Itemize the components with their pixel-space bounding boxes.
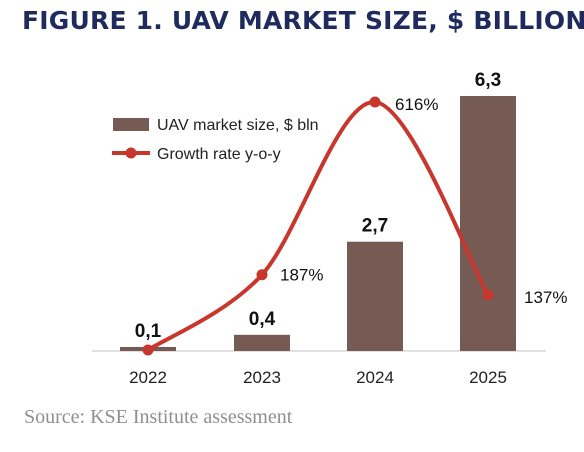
bar-value-label-2025: 6,3 (475, 70, 501, 91)
bar-value-label-2022: 0,1 (135, 321, 162, 342)
legend-label-market-size: UAV market size, $ bln (157, 117, 319, 134)
legend-bar-swatch (113, 118, 149, 131)
growth-rate-line (146, 99, 490, 352)
growth-rate-label-2024: 616% (395, 95, 438, 114)
bar-value-label-2023: 0,4 (249, 309, 276, 330)
growth-rate-point-2025 (482, 289, 494, 301)
x-tick-label-2024: 2024 (356, 368, 394, 387)
legend-line-marker (125, 147, 137, 159)
x-tick-label-2022: 2022 (129, 368, 167, 387)
chart: 0,1 0,4 2,7 6,3 2022 2023 2024 2025 187% 616% 137%… (92, 70, 567, 387)
bar-value-label-2024: 2,7 (362, 216, 388, 237)
growth-rate-point-2023 (256, 269, 268, 281)
figure-title: FIGURE 1. UAV MARKET SIZE, $ BILLION (22, 6, 584, 35)
growth-rate-point-2024 (369, 96, 381, 108)
growth-rate-label-2025: 137% (524, 288, 567, 307)
legend-label-growth-rate: Growth rate y-o-y (157, 146, 281, 163)
bar-2024 (347, 241, 403, 351)
growth-rate-point-2022 (142, 344, 154, 356)
source-note: Source: KSE Institute assessment (24, 406, 293, 428)
growth-rate-label-2023: 187% (280, 266, 323, 285)
x-tick-label-2025: 2025 (469, 368, 507, 387)
x-tick-label-2023: 2023 (243, 368, 281, 387)
bar-2025 (460, 96, 516, 351)
bar-2023 (234, 334, 290, 351)
